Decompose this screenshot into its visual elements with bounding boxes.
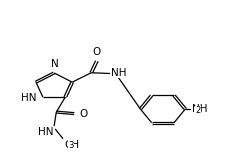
- Text: CH: CH: [64, 140, 79, 150]
- Text: N: N: [51, 59, 59, 69]
- Text: O: O: [93, 48, 101, 57]
- Text: HN: HN: [38, 127, 54, 137]
- Text: 2: 2: [196, 106, 201, 115]
- Text: NH: NH: [192, 104, 207, 114]
- Text: NH: NH: [111, 68, 126, 78]
- Text: 3: 3: [68, 141, 74, 150]
- Text: HN: HN: [21, 93, 36, 103]
- Text: O: O: [79, 109, 87, 119]
